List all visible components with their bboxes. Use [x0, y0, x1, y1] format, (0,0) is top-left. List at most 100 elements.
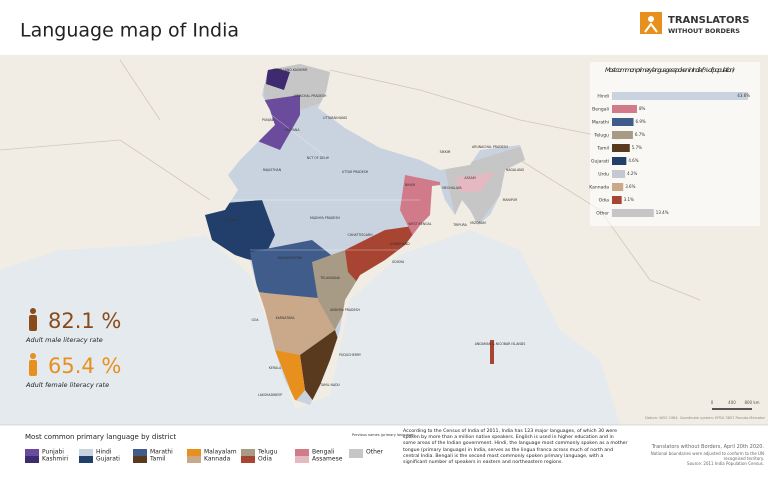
legend-swatch [349, 449, 363, 458]
value-label: 3.1% [624, 197, 634, 202]
category-label: Odia [599, 198, 610, 204]
value-label: 4.2% [627, 171, 637, 176]
map-label: HIMACHAL PRADESH [294, 94, 327, 98]
map-label: JAMMU AND KASHMIR [272, 68, 308, 72]
category-label: Kannada [589, 185, 609, 191]
stat-value: 65.4 % [48, 354, 121, 378]
map-label: ARUNACHAL PRADESH [472, 145, 509, 149]
legend-label: Telugu [257, 449, 278, 456]
category-label: Urdu [598, 172, 609, 178]
stat-label: Adult male literacy rate [25, 336, 103, 344]
map-label: CHHATTISGARH [347, 233, 373, 237]
map-label: TELANGANA [319, 276, 340, 280]
scale-label: 0 [711, 400, 714, 405]
footer-line: Source: 2011 India Population Census. [687, 461, 764, 466]
map-label: MAHARASHTRA [278, 256, 303, 260]
legend-label: Assamese [312, 456, 343, 463]
scale-label: 400 [728, 400, 736, 405]
logo-text: WITHOUT BORDERS [668, 27, 740, 35]
sea [0, 230, 620, 425]
map-label: ASSAM [464, 176, 475, 180]
map-label: MEGHALAYA [442, 186, 462, 190]
andaman-islands [490, 340, 494, 364]
scale-label: 800 km [744, 400, 759, 405]
map-label: KERALA [269, 366, 282, 370]
region-kannada [255, 292, 335, 355]
legend-swatch [241, 449, 255, 456]
map-label: PUDUCHERRY [339, 353, 361, 357]
legend-swatch [25, 456, 39, 463]
region-kashmiri [266, 66, 290, 90]
map-label: GOA [251, 318, 259, 322]
legend-swatch [187, 449, 201, 456]
value-label: 8% [639, 106, 646, 111]
bar [612, 196, 622, 204]
region-malayalam [275, 350, 305, 402]
map-label: WEST BENGAL [408, 222, 431, 226]
legend-label: Gujarati [96, 456, 120, 463]
map-label: BIHAR [405, 183, 416, 187]
map-label: MANIPUR [503, 198, 519, 202]
legend-label: Kashmiri [42, 456, 68, 463]
person-icon [29, 315, 37, 331]
map-label: ANDHRA PRADESH [330, 308, 360, 312]
title: Language map of India [20, 20, 239, 42]
logo-icon [644, 22, 658, 33]
bar [612, 105, 637, 113]
legend-title: Most common primary language by district [25, 433, 176, 441]
logo-icon [648, 16, 654, 22]
map-label: SIKKIM [440, 150, 451, 154]
stat-value: 82.1 % [48, 309, 121, 333]
legend-label: Marathi [150, 449, 173, 456]
legend-swatch [133, 449, 147, 456]
category-label: Other [596, 211, 609, 217]
category-label: Bengali [592, 107, 609, 113]
map-label: PUNJAB [262, 118, 274, 122]
region-odia [345, 225, 420, 285]
category-label: Marathi [592, 120, 609, 126]
value-label: 3.6% [625, 184, 635, 189]
region-assamese [455, 172, 495, 192]
category-label: Telugu [593, 133, 609, 139]
map-label: GUJARAT [225, 218, 239, 222]
description: According to the Census of India of 2011… [403, 429, 628, 466]
category-label: Tamil [596, 146, 609, 152]
legend-swatch [79, 449, 93, 456]
legend-label: Malayalam [204, 449, 237, 456]
map-label: NAGALAND [506, 168, 525, 172]
map-label: UTTAR PRADESH [342, 170, 369, 174]
footer-line: Translators without Borders, April 20th … [651, 444, 764, 450]
map-label: TAMIL NADU [319, 383, 340, 387]
footer-line: National boundaries were adjusted to con… [650, 451, 764, 461]
map-label: MIZORAM [470, 221, 486, 225]
bar [612, 144, 630, 152]
map-label: RAJASTHAN [263, 168, 282, 172]
person-icon [30, 353, 36, 359]
legend-label: Odia [258, 456, 272, 463]
map-label: LAKSHADWEEP [258, 393, 282, 397]
map-label: JHARKHAND [389, 242, 410, 246]
map-label: HARYANA [284, 128, 300, 132]
legend-label: Other [366, 449, 384, 456]
legend-swatch [25, 449, 39, 456]
map-label: ANDAMAN & NICOBAR ISLANDS [475, 342, 525, 346]
stat-label: Adult female literacy rate [25, 381, 109, 389]
map-credit: Datum: WGS 1984. Coordinate system: EPSG… [645, 416, 765, 420]
bar [612, 92, 748, 100]
bar [612, 131, 633, 139]
category-label: Gujarati [591, 159, 609, 165]
value-label: 13.4% [656, 210, 669, 215]
map-label: TRIPURA [452, 223, 467, 227]
legend-note: Previous names (primary language) [352, 433, 415, 437]
legend-swatch [241, 456, 255, 463]
value-label: 5.7% [632, 145, 642, 150]
legend-label: Hindi [96, 449, 112, 456]
bar [612, 209, 654, 217]
borders [0, 59, 701, 301]
scale [712, 408, 752, 410]
map-label: ODISHA [392, 260, 405, 264]
category-label: Hindi [597, 94, 609, 100]
literacy: 82.1 % Adult male literacy rate 65.4 % Adul… [25, 308, 121, 389]
legend-label: Bengali [312, 449, 335, 456]
